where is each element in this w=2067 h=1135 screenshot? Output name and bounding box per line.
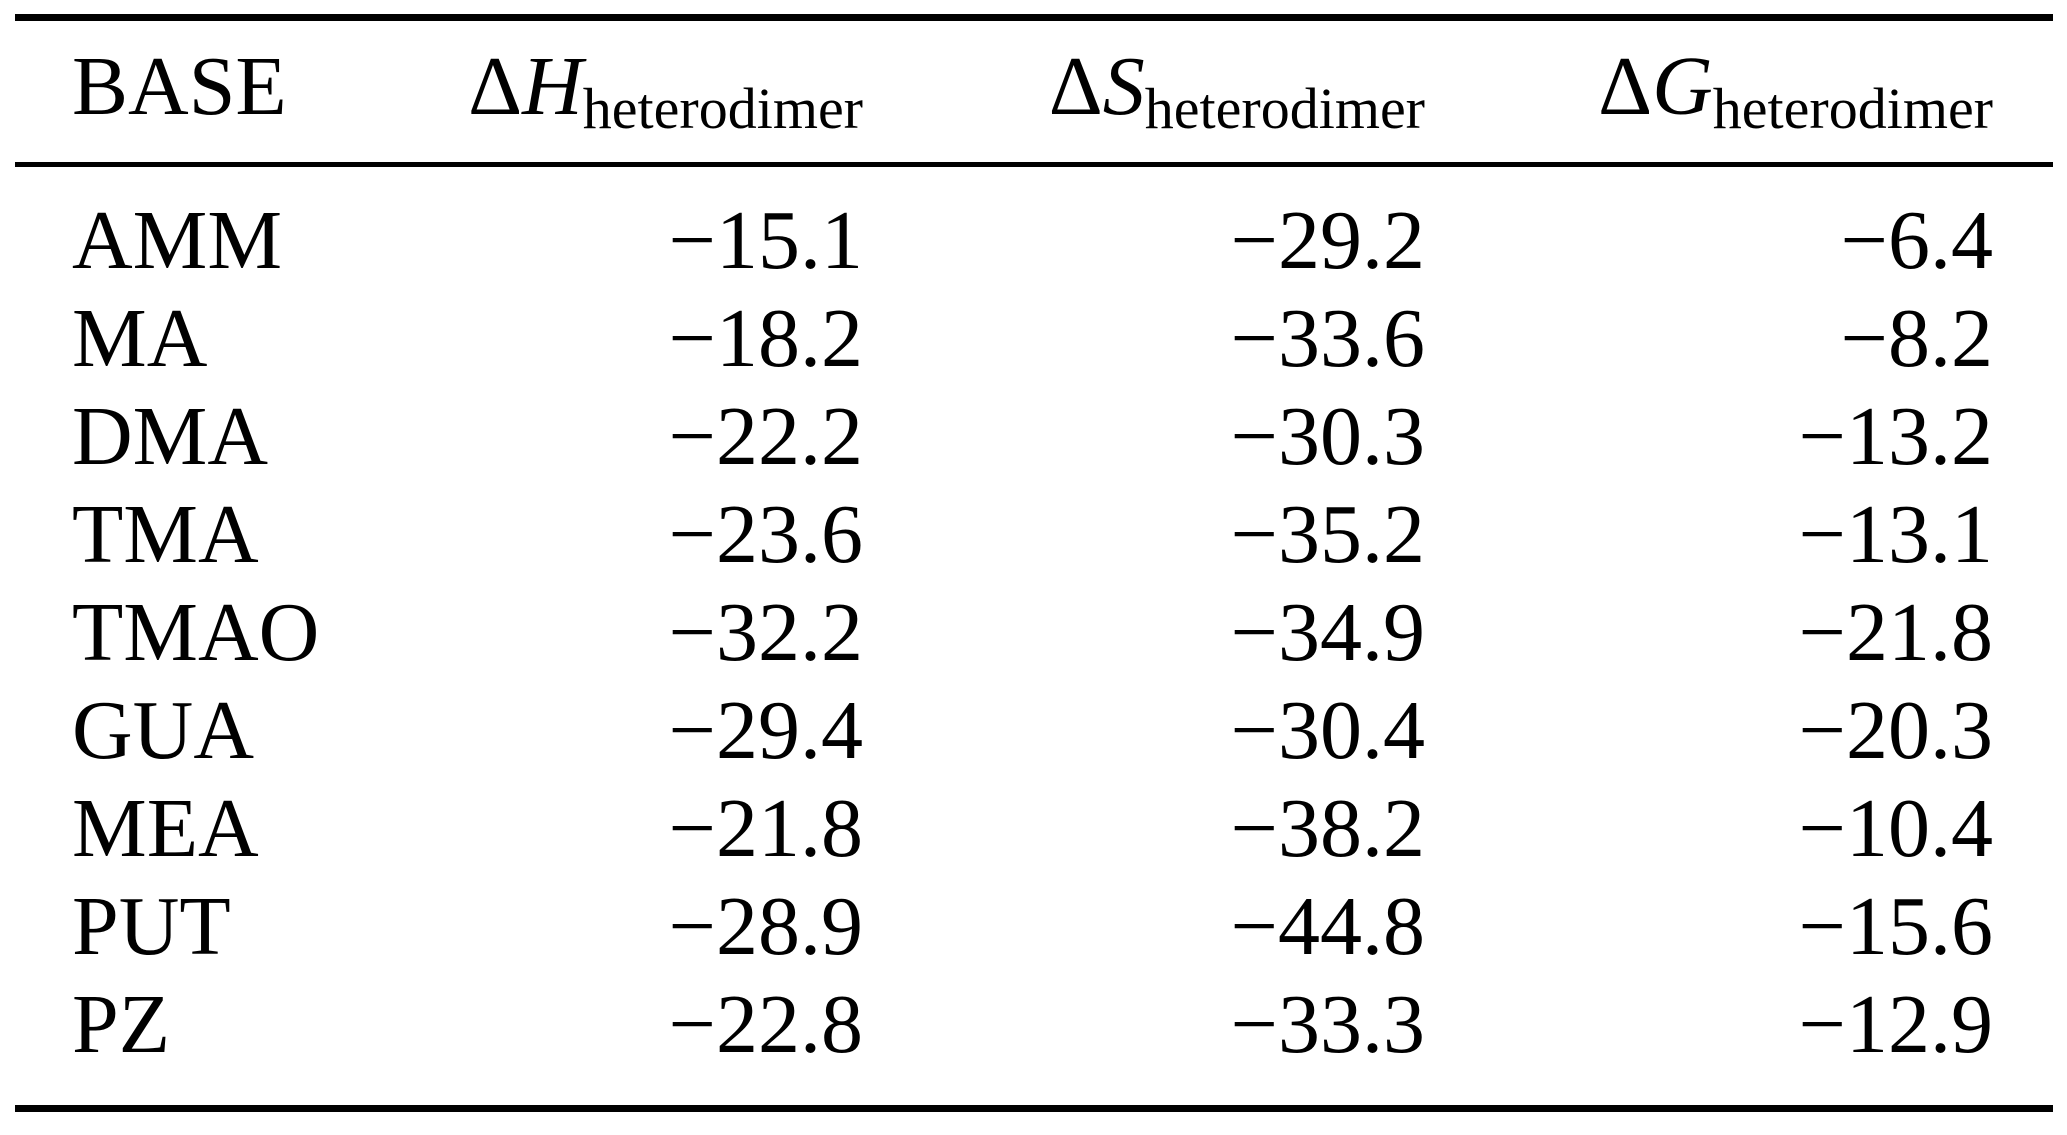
delta-s-value-cell: −30.4 <box>1230 684 1425 777</box>
col-header-delta-s: ΔSheterodimer <box>863 17 1425 167</box>
base-name-cell: GUA <box>72 684 254 777</box>
base-name-cell: TMA <box>72 488 259 581</box>
table-row: GUA −29.4 −30.4 −20.3 <box>15 682 2053 780</box>
delta-s-value-cell: −29.2 <box>1230 194 1425 287</box>
delta-symbol: Δ <box>468 40 523 133</box>
table-row: PUT −28.9 −44.8 −15.6 <box>15 878 2053 976</box>
delta-h-value-cell: −22.2 <box>668 390 863 483</box>
base-name-cell: TMAO <box>72 586 320 679</box>
header-row: BASE ΔHheterodimer ΔSheterodimer ΔGheter… <box>15 17 2053 167</box>
delta-g-value-cell: −15.6 <box>1798 880 1993 973</box>
base-name-cell: MA <box>72 292 208 385</box>
heterodimer-subscript: heterodimer <box>1712 76 1993 141</box>
delta-g-value-cell: −13.2 <box>1798 390 1993 483</box>
delta-h-value-cell: −15.1 <box>668 194 863 287</box>
col-header-delta-g: ΔGheterodimer <box>1425 17 2053 167</box>
delta-symbol: Δ <box>1598 40 1653 133</box>
table-row: DMA −22.2 −30.3 −13.2 <box>15 388 2053 486</box>
delta-h-value-cell: −32.2 <box>668 586 863 679</box>
table-row: MEA −21.8 −38.2 −10.4 <box>15 780 2053 878</box>
base-name-cell: MEA <box>72 782 259 875</box>
base-name-cell: PUT <box>72 880 231 973</box>
base-name-cell: PZ <box>72 978 171 1071</box>
table-row: PZ −22.8 −33.3 −12.9 <box>15 976 2053 1109</box>
delta-s-value-cell: −30.3 <box>1230 390 1425 483</box>
delta-s-value-cell: −33.3 <box>1230 978 1425 1071</box>
delta-s-value-cell: −33.6 <box>1230 292 1425 385</box>
heterodimer-subscript: heterodimer <box>582 76 863 141</box>
base-name-cell: AMM <box>72 194 283 287</box>
delta-h-value-cell: −18.2 <box>668 292 863 385</box>
delta-s-value-cell: −34.9 <box>1230 586 1425 679</box>
gibbs-symbol: G <box>1652 40 1713 133</box>
delta-s-value-cell: −35.2 <box>1230 488 1425 581</box>
delta-g-value-cell: −20.3 <box>1798 684 1993 777</box>
table-row: TMAO −32.2 −34.9 −21.8 <box>15 584 2053 682</box>
delta-h-value-cell: −28.9 <box>668 880 863 973</box>
table-row: AMM −15.1 −29.2 −6.4 <box>15 165 2053 291</box>
delta-h-value-cell: −22.8 <box>668 978 863 1071</box>
entropy-symbol: S <box>1102 40 1145 133</box>
delta-s-value-cell: −44.8 <box>1230 880 1425 973</box>
delta-symbol: Δ <box>1048 40 1103 133</box>
base-name-cell: DMA <box>72 390 269 483</box>
delta-g-value-cell: −21.8 <box>1798 586 1993 679</box>
delta-g-value-cell: −8.2 <box>1840 292 1993 385</box>
delta-h-value-cell: −29.4 <box>668 684 863 777</box>
delta-g-value-cell: −12.9 <box>1798 978 1993 1071</box>
delta-g-value-cell: −10.4 <box>1798 782 1993 875</box>
delta-s-value-cell: −38.2 <box>1230 782 1425 875</box>
col-header-delta-h: ΔHheterodimer <box>435 17 863 167</box>
delta-g-value-cell: −6.4 <box>1840 194 1993 287</box>
col-header-base: BASE <box>15 17 435 167</box>
table-body: AMM −15.1 −29.2 −6.4 MA −18.2 −33.6 −8.2… <box>15 165 2053 1109</box>
table-row: MA −18.2 −33.6 −8.2 <box>15 290 2053 388</box>
delta-g-value-cell: −13.1 <box>1798 488 1993 581</box>
heterodimer-thermodynamics-table: BASE ΔHheterodimer ΔSheterodimer ΔGheter… <box>15 14 2053 1112</box>
enthalpy-symbol: H <box>522 40 583 133</box>
heterodimer-subscript: heterodimer <box>1144 76 1425 141</box>
table-row: TMA −23.6 −35.2 −13.1 <box>15 486 2053 584</box>
delta-h-value-cell: −23.6 <box>668 488 863 581</box>
delta-h-value-cell: −21.8 <box>668 782 863 875</box>
